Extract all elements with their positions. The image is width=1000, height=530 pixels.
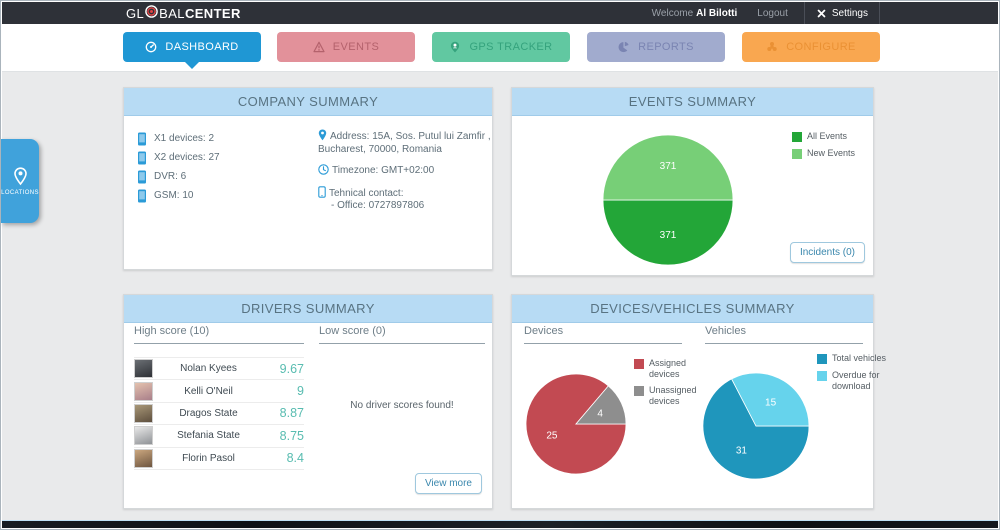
logo-target-icon: [145, 5, 158, 21]
top-bar: GL BAL CENTER Welcome Al Bilotti Logout Se…: [2, 2, 998, 24]
settings-button[interactable]: Settings: [803, 2, 880, 24]
phone-outline-icon: [318, 185, 326, 198]
gear-icon: [767, 42, 777, 51]
incidents-button[interactable]: Incidents (0): [789, 242, 865, 263]
legend-assigned-devices[interactable]: Assigned devices: [634, 358, 709, 379]
tab-dashboard[interactable]: DASHBOARD: [123, 32, 261, 69]
warning-icon: [313, 41, 325, 53]
driver-avatar: [134, 403, 153, 423]
drivers-summary-panel: DRIVERS SUMMARY High score (10) Low scor…: [123, 294, 493, 509]
company-summary-title: COMPANY SUMMARY: [124, 88, 492, 116]
driver-avatar: [134, 426, 153, 446]
driver-avatar: [134, 381, 153, 401]
legend-new-events[interactable]: New Events: [792, 148, 855, 159]
logout-link[interactable]: Logout: [757, 7, 788, 19]
legend-overdue-download[interactable]: Overdue for download: [817, 370, 892, 391]
all-events-swatch: [792, 132, 802, 142]
driver-row[interactable]: Stefania State 8.75: [134, 425, 304, 448]
high-score-header: High score (10): [134, 325, 304, 344]
welcome-text: Welcome Al Bilotti: [651, 7, 738, 19]
unassigned-devices-swatch: [634, 386, 644, 396]
view-more-button[interactable]: View more: [414, 473, 482, 494]
driver-row[interactable]: Kelli O'Neil 9: [134, 380, 304, 403]
svg-text:371: 371: [660, 161, 677, 172]
footer-strip: [2, 520, 998, 528]
logo-text-gl: GL: [126, 5, 145, 21]
no-scores-message: No driver scores found!: [350, 400, 454, 411]
main-navigation: DASHBOARD EVENTS GPS TRACKER REPORTS CON…: [2, 24, 998, 72]
company-summary-panel: COMPANY SUMMARY X1 devices: 2 X2 devices…: [123, 87, 493, 270]
events-pie-chart[interactable]: 371 371: [602, 134, 734, 266]
legend-unassigned-devices[interactable]: Unassigned devices: [634, 385, 709, 406]
mobile-device-icon: [138, 170, 146, 183]
vehicles-header: Vehicles: [705, 325, 863, 344]
legend-total-vehicles[interactable]: Total vehicles: [817, 353, 892, 364]
logo-text-bal: BAL: [159, 5, 185, 21]
locations-tab-label: LOCATIONS: [1, 189, 39, 196]
mobile-device-icon: [138, 151, 146, 164]
vehicles-pie-chart[interactable]: 31 15: [702, 372, 810, 480]
company-address: Address: 15A, Sos. Putul lui Zamfir , Bu…: [318, 129, 491, 155]
new-events-swatch: [792, 149, 802, 159]
company-timezone: Timezone: GMT+02:00: [318, 164, 496, 178]
events-summary-title: EVENTS SUMMARY: [512, 88, 873, 116]
driver-row[interactable]: Nolan Kyees 9.67: [134, 358, 304, 381]
tab-reports[interactable]: REPORTS: [587, 32, 725, 62]
clock-icon: [318, 164, 329, 175]
mobile-device-icon: [138, 132, 146, 145]
svg-text:4: 4: [597, 408, 603, 419]
company-info: Address: 15A, Sos. Putul lui Zamfir , Bu…: [318, 129, 496, 221]
devices-pie-chart[interactable]: 25 4: [525, 373, 627, 475]
user-name: Al Bilotti: [696, 7, 738, 19]
driver-avatar: [134, 359, 153, 379]
drivers-summary-title: DRIVERS SUMMARY: [124, 295, 492, 323]
total-vehicles-swatch: [817, 354, 827, 364]
events-summary-panel: EVENTS SUMMARY 371 371 All Events New Eve…: [511, 87, 874, 276]
svg-text:25: 25: [546, 431, 558, 442]
assigned-devices-swatch: [634, 359, 644, 369]
devices-vehicles-panel: DEVICES/VEHICLES SUMMARY Devices Vehicle…: [511, 294, 886, 509]
devices-header: Devices: [524, 325, 682, 344]
overdue-download-swatch: [817, 371, 827, 381]
pie-chart-icon: [618, 41, 629, 53]
events-legend: All Events New Events: [792, 131, 855, 165]
app-logo: GL BAL CENTER: [126, 2, 241, 24]
map-marker-icon: [318, 129, 327, 141]
stat-x1-devices: X1 devices: 2: [137, 129, 220, 148]
svg-text:31: 31: [736, 446, 748, 457]
tab-configure[interactable]: CONFIGURE: [742, 32, 880, 62]
vehicles-legend: Total vehicles Overdue for download: [817, 353, 892, 397]
tools-icon: [817, 9, 826, 17]
tab-gps-tracker[interactable]: GPS TRACKER: [432, 32, 570, 62]
company-contact-office: - Office: 0727897806: [331, 200, 425, 211]
high-score-table: Nolan Kyees 9.67 Kelli O'Neil 9 Dragos Sta…: [134, 357, 304, 470]
stat-x2-devices: X2 devices: 27: [137, 148, 220, 167]
legend-all-events[interactable]: All Events: [792, 131, 855, 142]
mobile-device-icon: [138, 189, 146, 202]
devices-vehicles-title: DEVICES/VEHICLES SUMMARY: [512, 295, 873, 323]
locations-tab[interactable]: LOCATIONS: [1, 139, 39, 223]
svg-text:371: 371: [660, 230, 677, 241]
top-bar-right: Welcome Al Bilotti Logout Settings: [652, 2, 880, 24]
devices-legend: Assigned devices Unassigned devices: [634, 358, 709, 412]
person-pin-icon: [451, 41, 460, 53]
driver-row[interactable]: Dragos State 8.87: [134, 403, 304, 426]
stat-gsm: GSM: 10: [137, 186, 220, 205]
stat-dvr: DVR: 6: [137, 167, 220, 186]
company-contact: Tehnical contact: - Office: 0727897806: [318, 185, 496, 213]
tab-events[interactable]: EVENTS: [277, 32, 415, 62]
gauge-icon: [146, 41, 157, 53]
company-device-stats: X1 devices: 2 X2 devices: 27 DVR: 6 GSM:…: [137, 129, 220, 205]
driver-row[interactable]: Florin Pasol 8.4: [134, 448, 304, 470]
logo-text-center: CENTER: [184, 5, 241, 21]
location-pin-icon: [13, 166, 27, 185]
low-score-header: Low score (0): [319, 325, 485, 344]
active-tab-pointer: [185, 62, 199, 69]
driver-avatar: [134, 448, 153, 468]
svg-text:15: 15: [765, 398, 777, 409]
